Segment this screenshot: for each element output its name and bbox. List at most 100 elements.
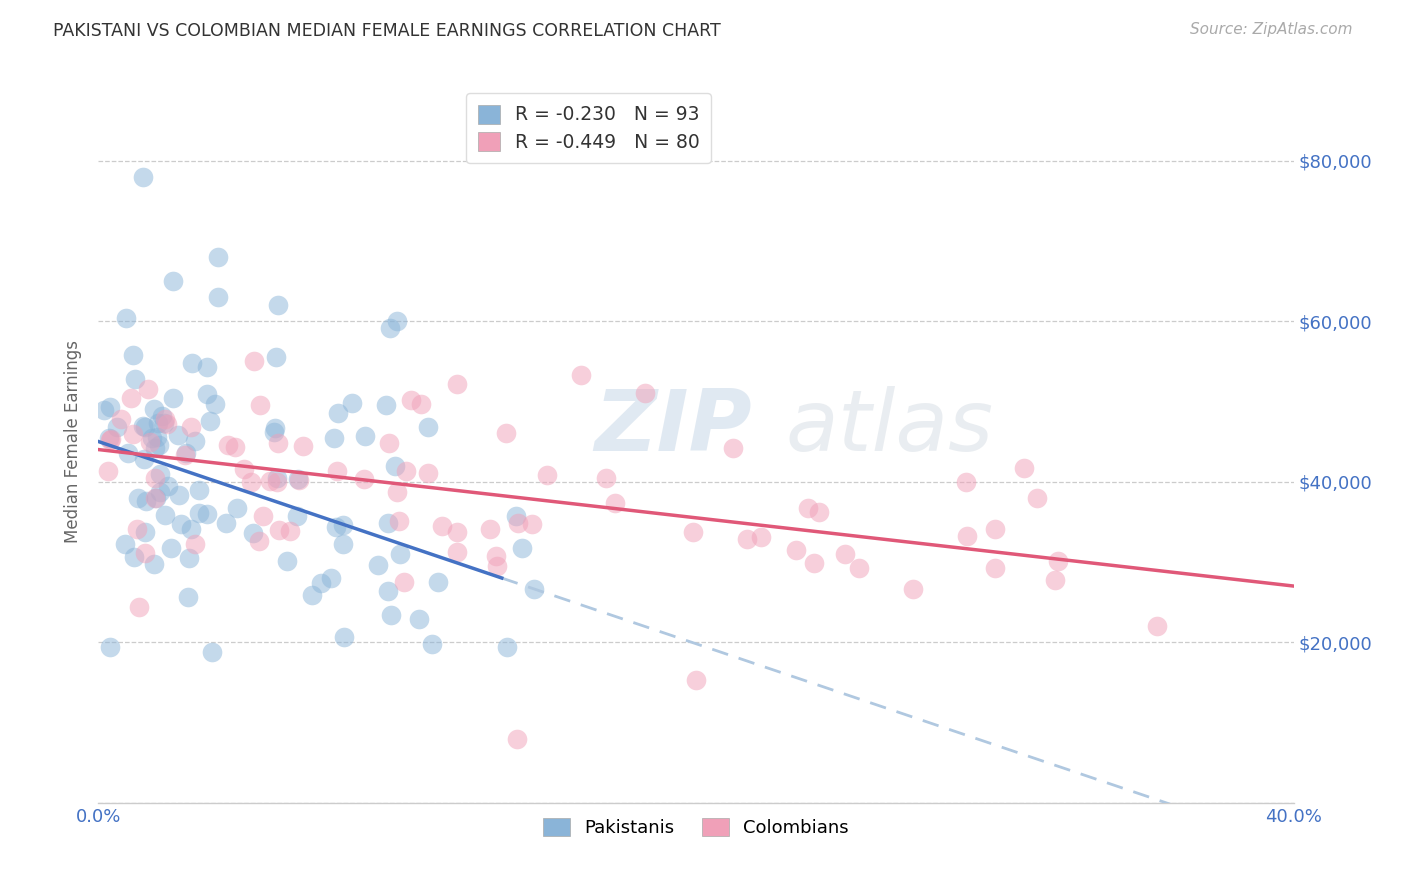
Point — [177, 591, 200, 605]
Point — [180, 419, 202, 434]
Point — [385, 314, 409, 328]
Point — [328, 406, 350, 420]
Point — [247, 534, 270, 549]
Point — [388, 547, 411, 561]
Point — [105, 420, 128, 434]
Point — [723, 441, 745, 455]
Point — [399, 393, 422, 408]
Point — [145, 491, 167, 505]
Point — [291, 439, 314, 453]
Point — [278, 524, 301, 538]
Point — [374, 398, 396, 412]
Text: Source: ZipAtlas.com: Source: ZipAtlas.com — [1189, 22, 1353, 37]
Y-axis label: Median Female Earnings: Median Female Earnings — [65, 340, 83, 543]
Point — [135, 494, 157, 508]
Point — [148, 438, 170, 452]
Point — [807, 505, 830, 519]
Point — [114, 537, 136, 551]
Point — [378, 321, 401, 335]
Point — [226, 501, 249, 516]
Text: ZIP: ZIP — [595, 385, 752, 468]
Point — [98, 431, 121, 445]
Point — [155, 508, 177, 522]
Point — [332, 518, 354, 533]
Point — [195, 387, 218, 401]
Point — [785, 542, 807, 557]
Point — [132, 451, 155, 466]
Point — [1047, 554, 1070, 568]
Point — [143, 491, 166, 505]
Point — [409, 397, 432, 411]
Point — [98, 400, 121, 414]
Point — [195, 359, 218, 374]
Point — [325, 520, 347, 534]
Point — [259, 474, 281, 488]
Point — [184, 537, 207, 551]
Point — [1026, 491, 1049, 506]
Point — [388, 515, 411, 529]
Point — [115, 311, 138, 326]
Point — [152, 409, 174, 423]
Point — [153, 412, 176, 426]
Point — [603, 495, 626, 509]
Point — [478, 522, 501, 536]
Point — [207, 250, 229, 264]
Point — [523, 582, 546, 597]
Point — [408, 612, 430, 626]
Point — [984, 561, 1007, 575]
Point — [249, 398, 271, 412]
Point — [184, 434, 207, 449]
Text: atlas: atlas — [786, 385, 994, 468]
Point — [121, 348, 143, 362]
Point — [143, 557, 166, 571]
Point — [180, 523, 202, 537]
Point — [367, 558, 389, 573]
Point — [496, 640, 519, 655]
Point — [134, 525, 156, 540]
Point — [394, 574, 416, 589]
Point — [394, 464, 416, 478]
Point — [204, 397, 226, 411]
Point — [569, 368, 592, 383]
Point — [486, 559, 509, 574]
Point — [169, 516, 191, 531]
Point — [319, 571, 342, 585]
Point — [162, 391, 184, 405]
Point — [242, 526, 264, 541]
Point — [146, 430, 169, 444]
Point — [266, 475, 288, 489]
Point — [301, 588, 323, 602]
Point — [797, 501, 820, 516]
Point — [955, 475, 977, 489]
Point — [595, 471, 617, 485]
Point — [288, 473, 311, 487]
Point — [128, 599, 150, 614]
Point — [217, 438, 239, 452]
Point — [198, 413, 221, 427]
Point — [134, 419, 156, 434]
Point — [117, 445, 139, 459]
Point — [332, 536, 354, 550]
Point — [1146, 619, 1168, 633]
Point — [156, 417, 179, 432]
Point — [136, 382, 159, 396]
Point — [149, 485, 172, 500]
Point — [201, 644, 224, 658]
Point — [446, 377, 468, 392]
Point — [267, 298, 290, 312]
Point — [243, 354, 266, 368]
Point — [384, 458, 406, 473]
Point — [322, 431, 344, 445]
Point — [418, 467, 440, 481]
Point — [98, 433, 121, 447]
Point — [224, 440, 246, 454]
Point — [377, 516, 399, 531]
Point — [446, 525, 468, 540]
Point — [100, 432, 122, 446]
Point — [181, 356, 204, 370]
Point — [160, 541, 183, 556]
Point — [188, 483, 211, 497]
Point — [903, 582, 925, 596]
Point — [834, 547, 856, 561]
Point — [416, 420, 439, 434]
